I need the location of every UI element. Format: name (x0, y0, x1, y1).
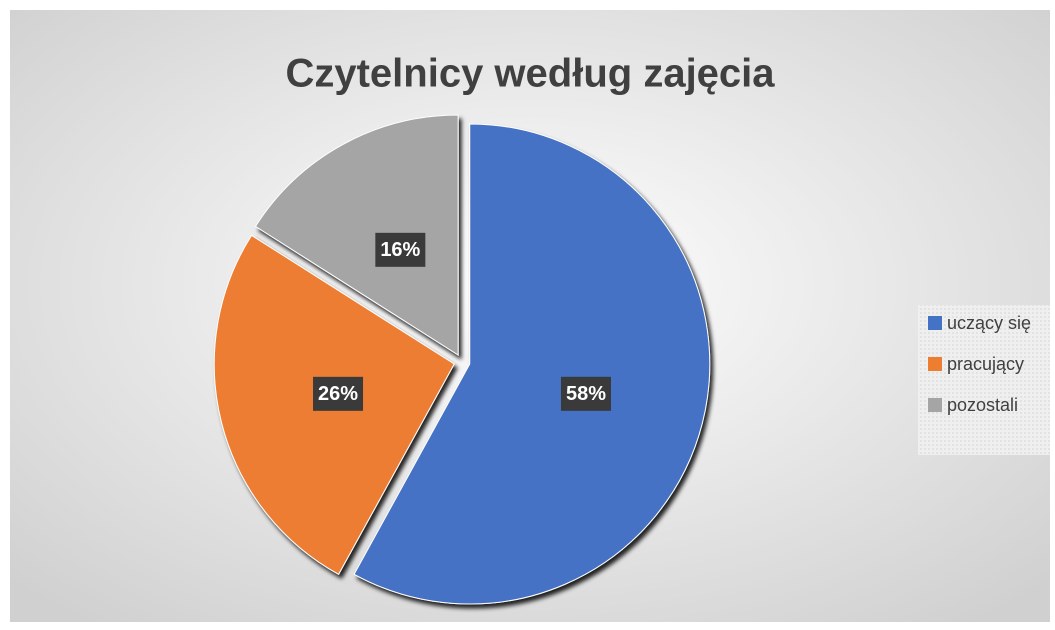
chart-title: Czytelnicy według zajęcia (285, 52, 775, 96)
legend-label: pracujący (947, 354, 1024, 374)
legend-label: pozostali (947, 395, 1018, 415)
data-label: 16% (380, 239, 420, 261)
data-label: 58% (566, 383, 606, 405)
pie-slice (353, 123, 711, 605)
legend-marker (928, 357, 942, 371)
data-label-box (313, 376, 364, 411)
data-label: 26% (318, 383, 358, 405)
data-label-box (560, 376, 611, 411)
legend-marker (928, 316, 942, 330)
data-label-box (375, 232, 426, 267)
pie-slice (254, 114, 459, 356)
legend-label: uczący się (947, 313, 1031, 333)
legend-marker (928, 398, 942, 412)
